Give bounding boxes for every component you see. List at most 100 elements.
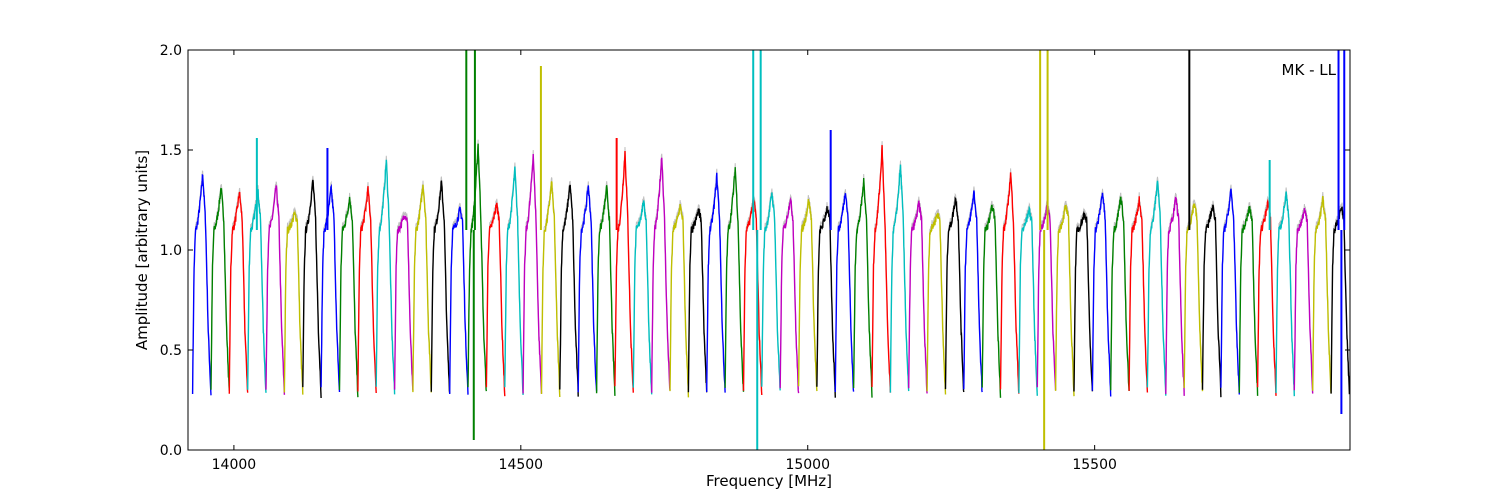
channel-trace: [338, 196, 359, 398]
background-trace: [302, 175, 322, 395]
background-trace: [541, 177, 561, 394]
channel-trace: [1036, 200, 1057, 391]
background-trace: [1091, 188, 1112, 393]
channel-trace: [595, 185, 616, 396]
x-tick-label: 14000: [212, 457, 257, 473]
background-trace: [375, 155, 396, 391]
y-tick-label: 1.5: [160, 143, 182, 159]
channel-trace: [1220, 188, 1240, 395]
background-trace: [210, 184, 230, 387]
y-tick-label: 1.0: [160, 243, 182, 259]
background-trace: [1202, 200, 1222, 394]
channel-trace: [889, 164, 910, 393]
channel-trace: [1073, 210, 1094, 392]
background-trace: [1146, 176, 1167, 392]
channel-trace: [302, 179, 322, 399]
channel-trace: [430, 180, 451, 394]
channel-trace: [816, 206, 836, 398]
background-trace: [320, 180, 340, 389]
background-trace: [1128, 192, 1148, 389]
channel-trace: [779, 196, 800, 394]
background-trace: [779, 193, 800, 390]
channel-trace: [797, 199, 818, 392]
background-trace: [228, 187, 249, 390]
background-trace: [761, 188, 781, 387]
x-axis-label: Frequency [MHz]: [706, 472, 832, 490]
y-tick-label: 0.5: [160, 343, 182, 359]
channel-trace: [687, 208, 708, 393]
channel-trace: [1275, 191, 1295, 397]
channel-trace: [871, 145, 892, 393]
channel-trace: [540, 181, 561, 398]
background-trace: [577, 181, 598, 389]
x-tick-label: 14500: [499, 457, 544, 473]
channel-trace: [265, 185, 286, 395]
channel-trace: [999, 172, 1020, 394]
y-tick-label: 2.0: [160, 43, 182, 59]
background-trace: [430, 176, 451, 390]
channel-trace: [1293, 207, 1314, 394]
channel-trace: [651, 157, 671, 393]
background-trace: [265, 181, 285, 391]
channel-trace: [467, 143, 488, 392]
channel-trace: [577, 185, 598, 393]
channel-trace: [1091, 192, 1112, 397]
channel-trace: [522, 153, 543, 394]
background-trace: [1000, 168, 1020, 390]
channel-trace: [485, 202, 506, 397]
background-trace: [1220, 184, 1240, 391]
channel-trace: [1201, 204, 1222, 398]
channel-trace: [614, 150, 634, 393]
background-trace: [412, 180, 432, 389]
channel-trace: [1311, 195, 1332, 394]
background-trace: [834, 189, 855, 389]
channel-trace: [449, 206, 469, 395]
channel-trace: [1183, 203, 1204, 392]
channel-trace: [375, 159, 396, 395]
channel-trace: [706, 172, 726, 393]
background-trace: [596, 181, 616, 392]
background-trace: [1110, 192, 1130, 387]
channel-trace: [1238, 206, 1259, 396]
channel-trace: [559, 184, 579, 397]
channel-trace: [393, 215, 414, 391]
channel-trace: [1109, 196, 1130, 391]
background-trace: [1312, 191, 1332, 390]
background-trace: [669, 200, 689, 394]
channel-trace: [357, 186, 377, 394]
x-tick-label: 15000: [785, 457, 830, 473]
background-trace: [889, 160, 910, 389]
background-trace: [1183, 199, 1203, 388]
channel-trace: [926, 212, 947, 395]
channel-trace: [669, 204, 690, 398]
x-tick-label: 15500: [1072, 457, 1117, 473]
background-trace: [1275, 187, 1295, 393]
channel-trace: [1128, 196, 1149, 393]
plot-frame: [187, 49, 1351, 451]
channel-trace: [724, 167, 745, 392]
channel-trace: [1165, 196, 1185, 396]
channel-trace: [191, 173, 212, 396]
background-trace: [504, 162, 524, 391]
background-trace: [724, 163, 744, 388]
background-trace: [963, 186, 983, 389]
chart-annotation: MK - LL: [1282, 61, 1337, 79]
background-trace: [522, 149, 542, 390]
channel-trace: [632, 200, 653, 395]
background-trace: [632, 196, 653, 391]
channel-trace: [908, 200, 928, 394]
background-trace: [1165, 192, 1185, 392]
channel-trace: [1256, 198, 1277, 396]
channel-trace: [1054, 204, 1075, 397]
background-trace: [945, 192, 965, 389]
channel-trace: [320, 183, 341, 393]
channel-trace: [1330, 206, 1350, 395]
background-trace: [467, 139, 487, 388]
channel-trace: [852, 177, 873, 398]
channel-trace: [504, 166, 524, 395]
background-trace: [651, 153, 671, 389]
channel-trace: [944, 196, 965, 393]
channel-trace: [228, 191, 249, 394]
background-trace: [614, 146, 634, 389]
